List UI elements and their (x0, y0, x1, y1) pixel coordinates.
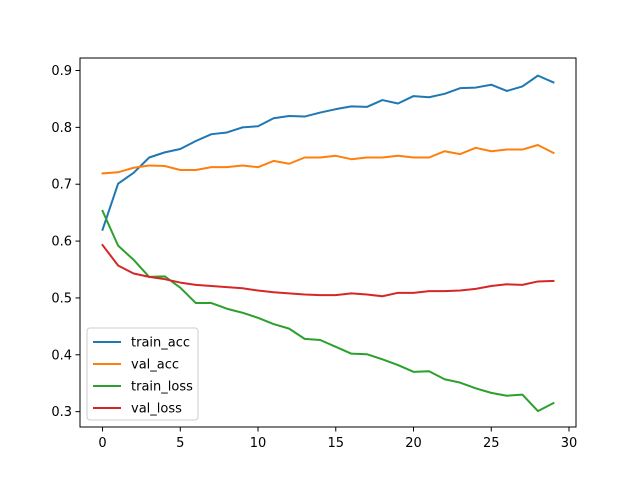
y-tick-label: 0.4 (51, 348, 72, 363)
series-line-train-acc (101, 74, 555, 231)
x-tick-label: 5 (176, 436, 184, 451)
series-line-train-loss (101, 209, 555, 413)
x-tick-label: 15 (328, 436, 345, 451)
legend-label: train_acc (131, 336, 190, 351)
series-line-val-loss (101, 243, 555, 298)
x-tick-label: 0 (98, 436, 106, 451)
y-tick-label: 0.6 (51, 235, 72, 250)
x-axis: 0 5 10 15 20 25 30 (98, 427, 577, 451)
legend: train_acc val_acc train_loss val_loss (86, 327, 199, 421)
legend-box (86, 327, 199, 421)
legend-label: val_loss (131, 402, 182, 417)
y-tick-label: 0.9 (51, 64, 72, 79)
y-tick-label: 0.8 (51, 121, 72, 136)
x-tick-label: 25 (483, 436, 500, 451)
axes-frame (79, 57, 577, 428)
y-tick-label: 0.3 (51, 405, 72, 420)
series-line-val-acc (101, 143, 555, 175)
legend-label: train_loss (131, 380, 193, 395)
y-axis: 0.3 0.4 0.5 0.6 0.7 0.8 0.9 (51, 64, 80, 420)
y-tick-label: 0.5 (51, 291, 72, 306)
y-tick-label: 0.7 (51, 178, 72, 193)
x-tick-label: 10 (250, 436, 267, 451)
x-tick-label: 20 (405, 436, 422, 451)
legend-label: val_acc (131, 358, 179, 373)
x-tick-label: 30 (561, 436, 578, 451)
plot-lines (101, 74, 555, 413)
